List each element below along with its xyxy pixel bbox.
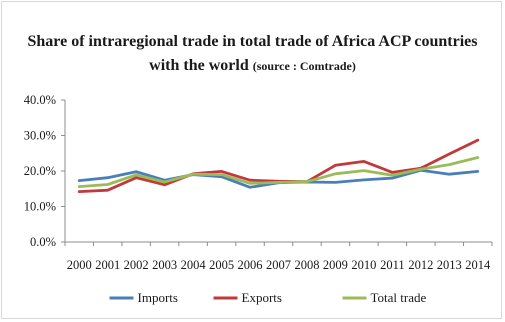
x-tick-label: 2012 [408,258,433,272]
x-tick-label: 2010 [351,258,376,272]
x-tick-label: 2006 [238,258,263,272]
x-tick-label: 2002 [124,258,149,272]
x-tick-label: 2003 [152,258,177,272]
series-line-total-trade [77,156,480,189]
x-tick-label: 2009 [323,258,348,272]
legend-label-total-trade: Total trade [371,290,427,305]
x-tick-label: 2011 [380,258,405,272]
chart-title-source: (source : Comtrade) [252,59,356,73]
x-tick-label: 2008 [294,258,319,272]
x-tick-label: 2007 [266,258,291,272]
x-tick-label: 2004 [181,258,207,272]
y-tick-label: 10.0% [24,200,56,214]
y-tick-label: 30.0% [24,129,56,143]
chart-frame [1,1,502,319]
y-tick-label: 40.0% [24,93,56,107]
chart-title-line2: with the world (source : Comtrade) [0,54,505,78]
chart-title: Share of intraregional trade in total tr… [0,30,505,78]
x-tick-label: 2013 [437,258,462,272]
legend-label-imports: Imports [138,290,178,305]
chart-title-line2-main: with the world [149,57,249,74]
x-tick-label: 2001 [95,258,120,272]
y-tick-label: 20.0% [24,164,56,178]
x-tick-label: 2005 [209,258,234,272]
legend-label-exports: Exports [242,290,282,305]
y-tick-label: 0.0% [30,235,56,249]
chart-title-line1: Share of intraregional trade in total tr… [27,33,478,50]
x-tick-label: 2000 [67,258,92,272]
x-tick-label: 2014 [465,258,491,272]
